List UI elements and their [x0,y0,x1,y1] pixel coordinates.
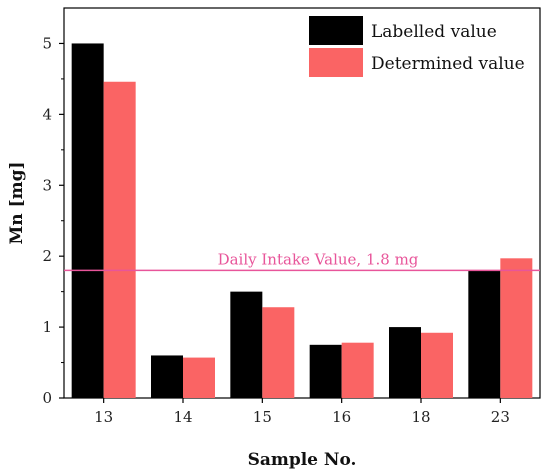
y-tick-label: 0 [42,389,52,407]
bar-determined-23 [500,258,533,398]
x-axis: 13 14 15 16 18 23 [94,398,510,426]
y-tick-label: 3 [42,176,52,194]
bar-labelled-13 [71,43,104,399]
legend-label-labelled: Labelled value [371,22,497,42]
legend-swatch-labelled [309,16,363,45]
legend-label-determined: Determined value [371,54,525,74]
x-tick-label: 23 [491,408,510,426]
bar-labelled-18 [389,327,421,398]
y-axis-title: Mn [mg] [7,161,27,244]
legend-swatch-determined [309,48,363,77]
x-axis-title: Sample No. [248,450,357,470]
bar-determined-14 [183,357,215,398]
bar-labelled-23 [468,270,501,398]
plot-frame [63,7,541,399]
bar-labelled-15 [230,291,263,398]
y-tick-label: 5 [42,34,52,52]
y-tick-label: 1 [42,318,52,336]
legend: Labelled value Determined value [309,16,525,77]
daily-intake-label: Daily Intake Value, 1.8 mg [218,250,419,268]
bar-determined-15 [262,307,295,398]
bar-labelled-14 [151,355,183,398]
x-tick-label: 16 [332,408,351,426]
bar-labelled-16 [309,344,342,398]
bars-layer [71,43,533,399]
y-tick-label: 2 [42,247,52,265]
x-tick-label: 14 [173,408,192,426]
x-tick-label: 15 [253,408,272,426]
x-tick-label: 13 [94,408,113,426]
x-tick-label: 18 [411,408,430,426]
bar-determined-18 [421,332,453,398]
y-axis: 0 1 2 3 4 5 [42,34,64,407]
bar-determined-16 [341,342,374,398]
bar-determined-13 [103,81,136,398]
y-tick-label: 4 [42,105,52,123]
